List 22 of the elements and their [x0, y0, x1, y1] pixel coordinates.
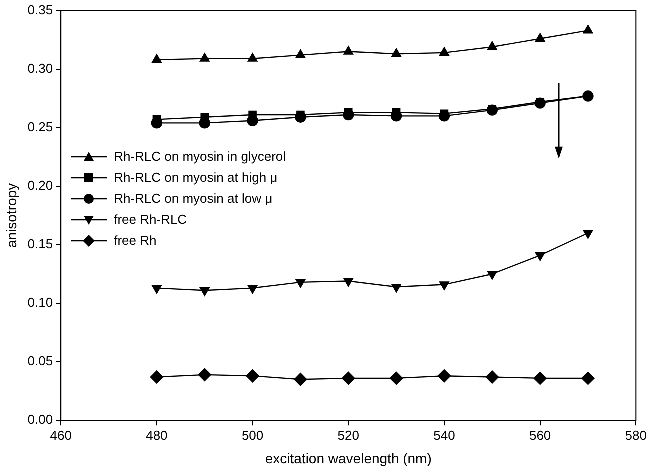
x-tick-label: 520 [338, 428, 360, 443]
x-tick-label: 580 [625, 428, 648, 443]
y-tick-label: 0.25 [28, 119, 54, 134]
x-axis-title: excitation wavelength (nm) [265, 450, 432, 466]
y-axis-title: anisotropy [3, 183, 20, 248]
legend-label: Rh-RLC on myosin at high μ [114, 170, 278, 186]
x-tick-label: 540 [434, 428, 456, 443]
legend-label: Rh-RLC on myosin at low μ [114, 191, 273, 206]
x-tick-label: 560 [529, 428, 552, 443]
legend-label: free Rh-RLC [114, 212, 188, 228]
y-tick-label: 0.05 [28, 354, 54, 369]
x-tick-label: 460 [50, 428, 72, 443]
legend-label: Rh-RLC on myosin in glycerol [114, 149, 286, 164]
y-tick-label: 0.10 [28, 295, 54, 310]
y-tick-label: 0.35 [28, 2, 54, 18]
x-tick-label: 480 [146, 428, 168, 443]
y-tick-label: 0.20 [28, 178, 54, 194]
y-tick-label: 0.15 [28, 236, 54, 252]
y-tick-label: 0.00 [28, 412, 54, 428]
y-tick-label: 0.30 [28, 60, 54, 76]
x-tick-label: 500 [242, 428, 264, 443]
legend-label: free Rh [114, 233, 157, 248]
